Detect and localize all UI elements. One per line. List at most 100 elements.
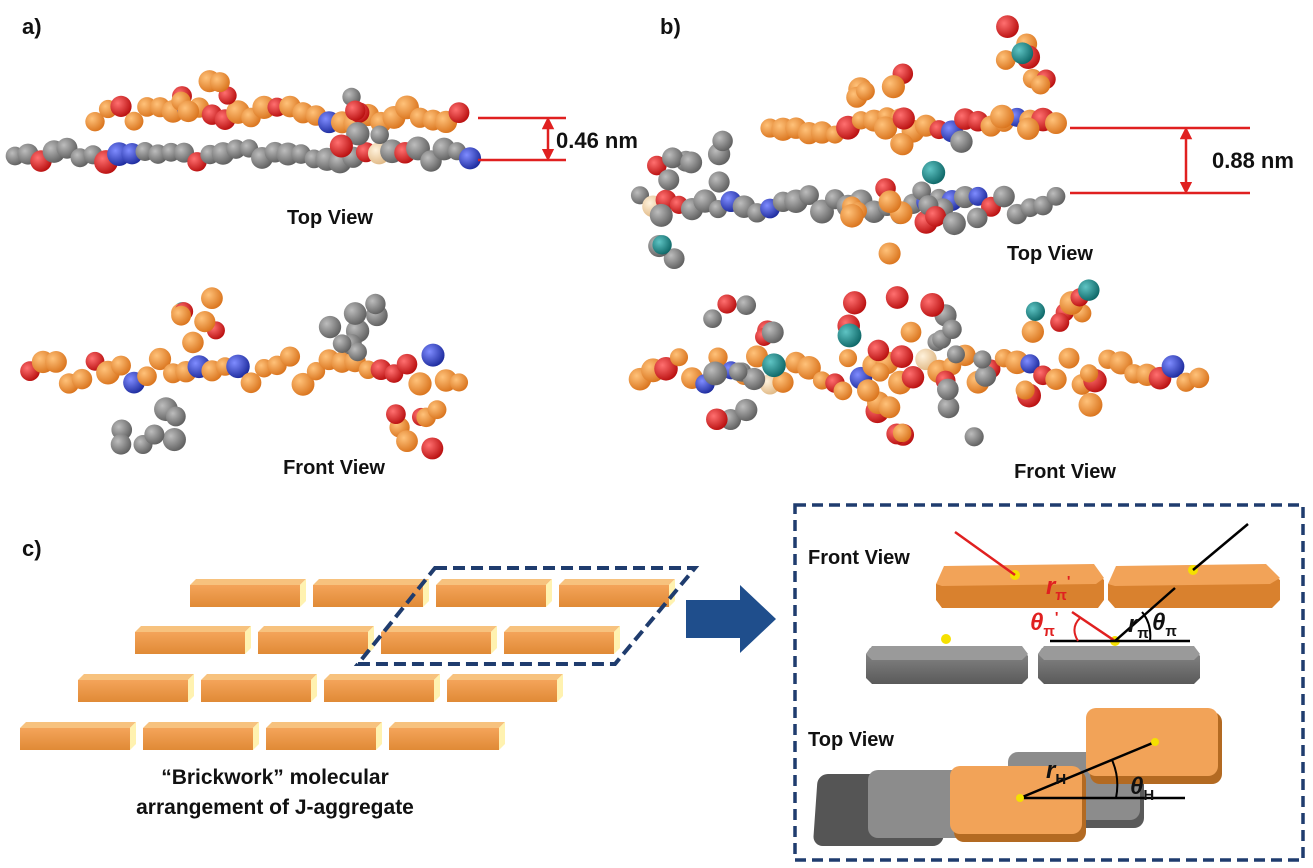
brick-top xyxy=(381,626,497,632)
view-label: Top View xyxy=(808,729,894,751)
brick xyxy=(447,674,563,702)
brick xyxy=(78,674,194,702)
atom xyxy=(148,347,172,371)
brick-front xyxy=(201,680,311,702)
atom xyxy=(942,319,962,340)
atom xyxy=(458,147,482,170)
atom xyxy=(892,423,912,443)
atom xyxy=(240,372,262,394)
atom xyxy=(110,95,132,117)
atom xyxy=(110,434,132,455)
brick-front xyxy=(190,585,300,607)
atom xyxy=(201,287,223,310)
atom xyxy=(1058,347,1080,369)
symbol: θπ xyxy=(1152,609,1177,640)
atom xyxy=(396,353,418,375)
atom xyxy=(842,291,867,315)
atom xyxy=(1050,312,1070,332)
brick-front xyxy=(135,632,245,654)
atom xyxy=(85,111,105,132)
brick-top xyxy=(266,722,382,728)
atom xyxy=(996,15,1019,39)
view-label: Top View xyxy=(287,207,373,229)
atom xyxy=(942,211,966,236)
arrow xyxy=(686,585,776,653)
brick-end xyxy=(423,579,429,607)
brick-top xyxy=(324,674,440,680)
inset-frame xyxy=(793,503,1305,862)
atom xyxy=(1020,354,1040,374)
atom xyxy=(840,204,864,228)
atom xyxy=(226,354,250,379)
atom xyxy=(669,348,689,367)
symbol-main: r xyxy=(1046,573,1057,600)
brick-top xyxy=(504,626,620,632)
atom xyxy=(974,365,997,387)
atom xyxy=(144,424,165,445)
atom xyxy=(1016,117,1040,140)
brick-top xyxy=(447,674,563,680)
atom xyxy=(920,293,945,317)
caption: arrangement of J-aggregate xyxy=(136,796,414,819)
symbol: θπ' xyxy=(1030,609,1058,640)
atom xyxy=(680,151,703,174)
panel-label: b) xyxy=(660,14,681,39)
brick-end xyxy=(253,722,259,750)
atom xyxy=(717,294,737,314)
brick xyxy=(504,626,620,654)
brick xyxy=(201,674,317,702)
atom xyxy=(649,203,673,227)
brick xyxy=(436,579,552,607)
atom xyxy=(762,353,786,378)
atom xyxy=(177,100,200,123)
spacing-label: 0.46 nm xyxy=(556,128,638,153)
symbol-prime: ' xyxy=(1055,609,1059,626)
atom xyxy=(878,190,902,214)
symbol: rπ xyxy=(1128,611,1149,642)
brick-top xyxy=(135,626,251,632)
symbol: θH xyxy=(1130,773,1154,804)
atom xyxy=(890,345,914,369)
atom xyxy=(162,427,186,452)
brick xyxy=(389,722,505,750)
brick-front xyxy=(258,632,368,654)
brick-top xyxy=(201,674,317,680)
atom xyxy=(348,342,367,362)
symbol: rπ' xyxy=(1046,573,1070,604)
atom xyxy=(421,343,445,367)
brick-end xyxy=(188,674,194,702)
view-label: Top View xyxy=(1007,243,1093,265)
front-view-slabs xyxy=(866,523,1280,684)
brick-front xyxy=(78,680,188,702)
atom xyxy=(837,323,862,348)
atom xyxy=(799,185,819,205)
atom xyxy=(1046,186,1066,206)
atom xyxy=(45,351,67,373)
atom xyxy=(973,350,992,369)
atom xyxy=(921,160,946,185)
atom xyxy=(703,309,722,329)
atom xyxy=(878,242,901,265)
atom xyxy=(182,331,204,354)
atom xyxy=(772,371,794,393)
atom xyxy=(662,147,683,169)
atom xyxy=(346,122,370,146)
brick xyxy=(258,626,374,654)
top-view-slabs xyxy=(813,708,1222,846)
atom xyxy=(742,367,766,391)
atom xyxy=(1079,364,1099,383)
brick-end xyxy=(300,579,306,607)
brick-top xyxy=(258,626,374,632)
atom xyxy=(925,205,946,227)
symbol-main: r xyxy=(1046,757,1057,784)
atom xyxy=(867,339,890,362)
atom xyxy=(396,430,418,453)
brick-front xyxy=(389,728,499,750)
brick-end xyxy=(434,674,440,702)
atom xyxy=(165,406,186,427)
view-label: Front View xyxy=(1014,461,1116,483)
atom xyxy=(171,305,192,326)
atom xyxy=(993,185,1015,208)
brick-front xyxy=(436,585,546,607)
